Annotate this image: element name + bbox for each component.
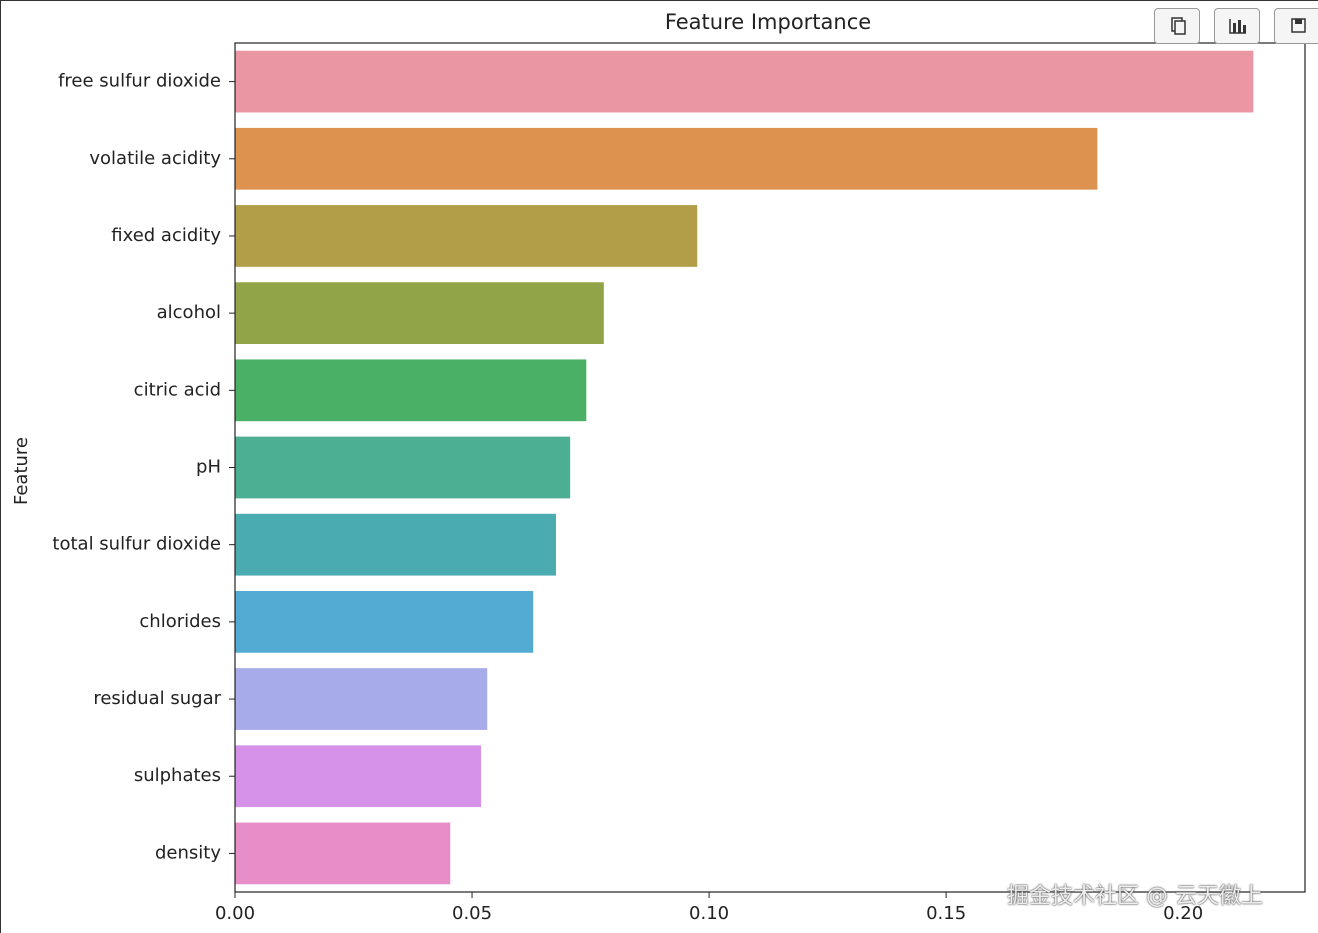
- bar: [235, 513, 556, 576]
- y-tick-label: alcohol: [157, 302, 221, 323]
- y-tick-label: density: [155, 842, 221, 863]
- watermark: 掘金技术社区 @ 云天徽上: [1007, 884, 1263, 909]
- chart-title: Feature Importance: [665, 10, 871, 34]
- y-tick-label: pH: [196, 457, 221, 478]
- bar: [235, 668, 488, 730]
- y-axis-label: Feature: [11, 437, 32, 505]
- bar: [235, 590, 534, 653]
- x-tick-label: 0.15: [926, 903, 966, 924]
- bar: [235, 745, 482, 808]
- y-tick-label: sulphates: [134, 765, 221, 786]
- bar: [235, 359, 587, 422]
- y-tick-label: free sulfur dioxide: [58, 71, 221, 92]
- copy-icon: [1171, 17, 1186, 35]
- y-tick-label: volatile acidity: [89, 148, 221, 169]
- save-button[interactable]: [1274, 8, 1318, 44]
- x-tick-label: 0.05: [452, 903, 492, 924]
- save-icon: [1291, 18, 1306, 33]
- x-tick-label: 0.00: [215, 903, 255, 924]
- plot-frame: [234, 42, 1306, 893]
- bar: [235, 282, 604, 345]
- x-tick-label: 0.20: [1163, 903, 1203, 924]
- chart-button[interactable]: [1214, 8, 1260, 44]
- bar: [235, 127, 1098, 190]
- bar: [235, 822, 451, 885]
- bar: [235, 205, 698, 267]
- copy-button[interactable]: [1154, 8, 1200, 44]
- y-tick-label: fixed acidity: [111, 225, 221, 246]
- x-tick-label: 0.10: [689, 903, 729, 924]
- chart-icon: [1229, 19, 1246, 34]
- y-tick-label: citric acid: [134, 379, 221, 400]
- y-tick-label: chlorides: [139, 611, 221, 632]
- bar: [235, 436, 571, 499]
- y-tick-label: residual sugar: [93, 688, 221, 709]
- bar: [235, 50, 1254, 113]
- y-tick-label: total sulfur dioxide: [52, 534, 221, 555]
